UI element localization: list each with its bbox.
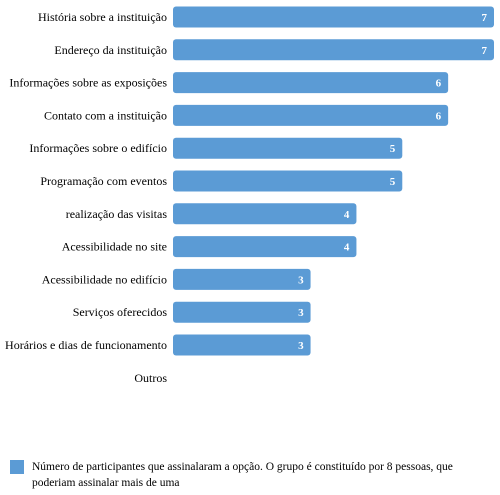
category-label: realização das visitas [66,207,168,221]
category-label: Endereço da instituição [54,43,167,57]
bar [173,268,311,290]
bar-value-label: 5 [390,143,396,155]
category-label: História sobre a instituição [38,10,167,24]
bar [173,137,403,159]
bar [173,104,449,126]
bar-value-label: 3 [298,274,304,286]
bar [173,236,357,258]
bar-value-label: 4 [344,209,350,221]
bar-value-label: 6 [436,110,442,122]
category-label: Programação com eventos [40,174,167,188]
category-label: Horários e dias de funcionamento [5,338,167,352]
category-label: Informações sobre as exposições [9,76,167,90]
bar [173,39,494,61]
category-label: Contato com a instituição [44,108,167,122]
category-label: Acessibilidade no edifício [42,272,167,286]
bar [173,301,311,323]
bar-value-label: 6 [436,78,442,90]
category-label: Serviços oferecidos [73,305,168,319]
bar [173,72,449,94]
bar-chart: História sobre a instituição 7 Endereço da… [5,6,494,385]
bar [173,203,357,225]
bar-value-label: 3 [298,307,304,319]
legend-label: Número de participantes que assinalaram … [32,461,453,489]
bar-value-label: 7 [482,45,488,57]
bar [173,6,494,28]
bar [173,334,311,356]
category-label: Acessibilidade no site [62,240,167,254]
chart-legend: Número de participantes que assinalaram … [10,459,490,491]
bar-value-label: 3 [298,340,304,352]
bar-value-label: 7 [482,12,488,24]
bar-value-label: 4 [344,242,350,254]
bar-value-label: 5 [390,176,396,188]
legend-swatch [10,460,24,474]
bar [173,170,403,192]
category-label: Informações sobre o edifício [29,141,167,155]
category-label: Outros [134,371,167,385]
